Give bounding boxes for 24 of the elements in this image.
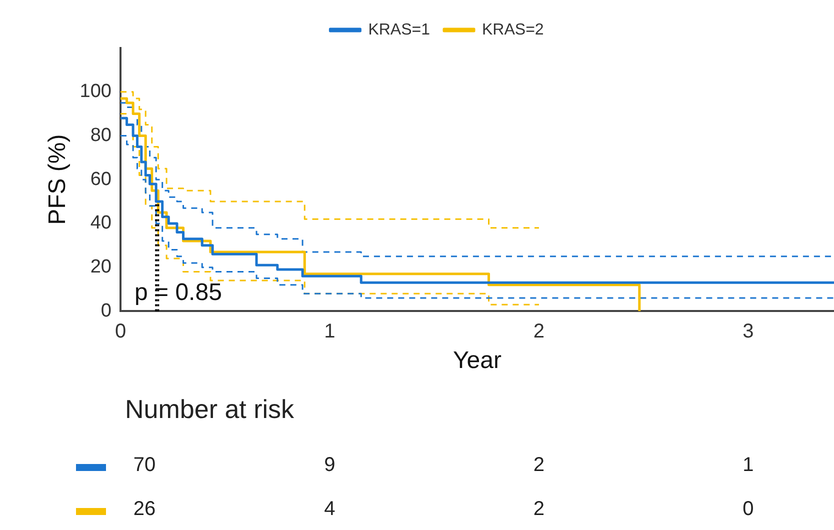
text: 4 [324, 498, 336, 521]
x-tick-label: 2 [533, 320, 545, 343]
text: 2 [533, 454, 545, 477]
text: 0 [742, 498, 754, 521]
legend-label: KRAS=1 [368, 21, 430, 38]
annotation: p = 0.85 [134, 278, 222, 306]
text: Number at risk [125, 394, 294, 425]
y-tick-label: 40 [90, 212, 112, 234]
text: 70 [133, 454, 156, 477]
x-tick-label: 0 [114, 320, 126, 343]
x-tick-label: 1 [324, 320, 336, 343]
y-tick-label: 100 [80, 81, 112, 102]
y-axis-title: PFS (%) [44, 134, 72, 225]
x-tick-label: 3 [742, 320, 754, 343]
y-tick-label: 20 [90, 256, 112, 278]
y-tick-label: 0 [100, 300, 112, 322]
text: 26 [133, 498, 156, 521]
y-tick-label: 60 [90, 168, 112, 190]
text: 2 [533, 498, 545, 521]
y-tick-label: 80 [90, 124, 112, 146]
legend-label: KRAS=2 [482, 21, 544, 38]
text: 1 [742, 454, 754, 477]
text: 9 [324, 454, 336, 477]
x-axis-title: Year [453, 347, 502, 374]
